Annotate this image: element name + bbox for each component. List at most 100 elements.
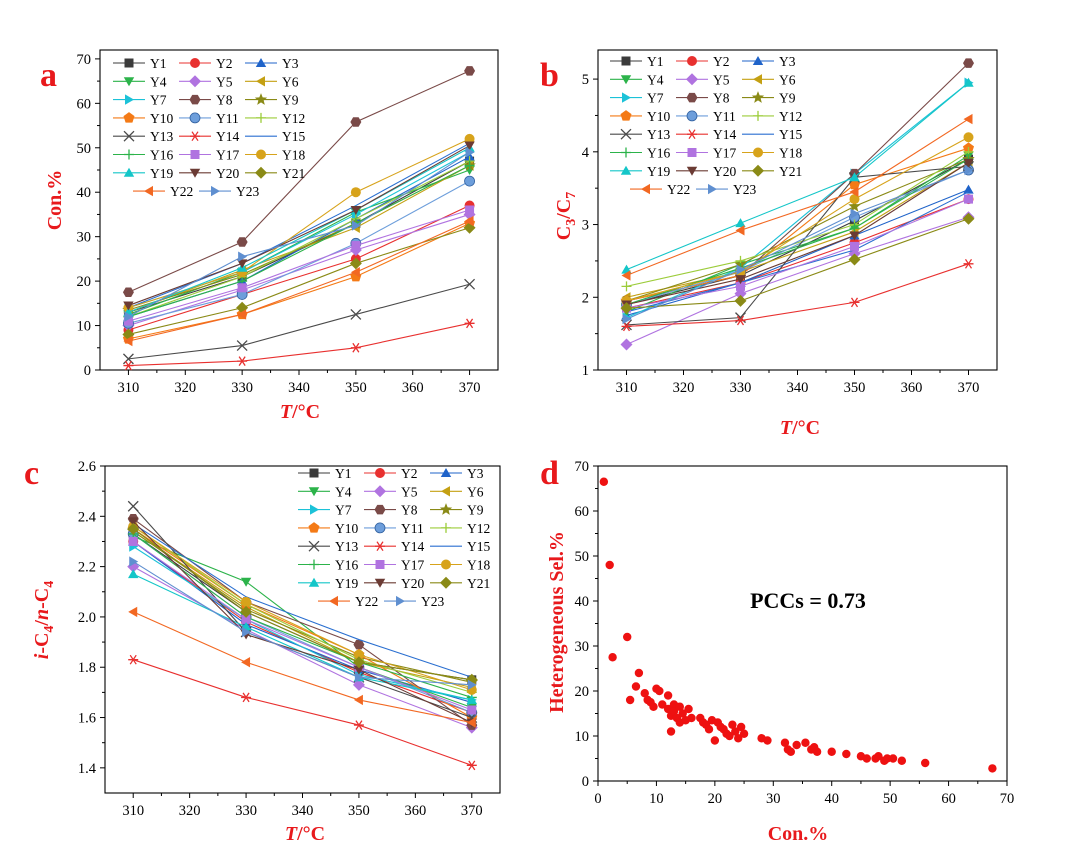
legend-marker xyxy=(753,74,762,85)
scatter-point xyxy=(655,686,664,696)
legend-item-y18: Y18 xyxy=(742,146,802,161)
legend-item-y11: Y11 xyxy=(676,109,736,124)
legend-item-y7: Y7 xyxy=(113,93,167,108)
series-line-y17 xyxy=(128,209,470,322)
legend-label: Y16 xyxy=(647,146,670,161)
scatter-point xyxy=(883,754,892,763)
series-y21 xyxy=(122,221,476,341)
scatter-point xyxy=(734,734,743,743)
legend-label: Y5 xyxy=(216,74,233,89)
x-tick-label: 50 xyxy=(883,791,898,807)
legend-item-y4: Y4 xyxy=(113,74,167,89)
scatter-point xyxy=(792,740,801,750)
panel-c-y-axis-sub: 4 xyxy=(42,626,57,633)
legend-item-y3: Y3 xyxy=(430,466,484,481)
series-y22 xyxy=(128,606,476,728)
y-tick-label: 40 xyxy=(575,594,590,610)
panel-b-legend: Y1 Y2 Y3 Y4 Y5 Y6 Y7 Y8 Y9 Y10 Y11 Y12 Y13 Y14 Y15 Y16 Y… xyxy=(610,54,802,197)
panel-b-x-axis-unit: /°C xyxy=(791,417,820,439)
series-line-y12 xyxy=(626,151,969,287)
series-point-y14 xyxy=(963,258,974,269)
x-tick-label: 350 xyxy=(345,380,367,396)
series-line-y21 xyxy=(626,218,969,309)
legend-label: Y6 xyxy=(467,484,484,499)
scatter-point xyxy=(605,560,614,570)
panel-c-y-axis-title: i-C4/n-C4 xyxy=(31,581,57,659)
legend-label: Y13 xyxy=(647,127,670,142)
legend-marker xyxy=(752,164,764,177)
legend-marker xyxy=(190,150,200,159)
legend-label: Y6 xyxy=(282,74,299,89)
y-tick-label: 10 xyxy=(575,729,590,745)
series-point-y22 xyxy=(123,335,133,347)
series-line-y6 xyxy=(626,162,969,298)
series-point-y20 xyxy=(123,301,134,311)
scatter-point xyxy=(675,702,684,711)
series-point-y8 xyxy=(353,639,365,650)
legend-label: Y19 xyxy=(335,576,358,591)
series-line-y23 xyxy=(132,561,472,686)
legend-label: Y7 xyxy=(150,93,167,108)
legend-label: Y4 xyxy=(335,484,352,499)
y-tick-label: 1.4 xyxy=(78,761,97,777)
panel-b-series-group xyxy=(620,58,975,351)
scatter-point xyxy=(921,758,930,768)
y-tick-label: 20 xyxy=(575,684,590,700)
legend-item-y10: Y10 xyxy=(298,521,358,536)
y-tick-label: 4 xyxy=(582,145,590,161)
scatter-point xyxy=(640,689,649,698)
legend-marker xyxy=(123,112,135,123)
legend-item-y4: Y4 xyxy=(610,72,664,87)
x-tick-label: 330 xyxy=(235,803,257,819)
legend-marker xyxy=(375,560,385,569)
scatter-point xyxy=(678,709,687,718)
series-line-y16 xyxy=(132,533,472,698)
panel-b-y-axis-part: /C xyxy=(553,199,575,220)
legend-label: Y2 xyxy=(713,54,730,69)
series-line-y22 xyxy=(132,611,472,724)
series-line-y17 xyxy=(626,198,969,309)
series-point-y17 xyxy=(128,536,138,546)
series-point-y17 xyxy=(850,241,859,251)
series-y2 xyxy=(621,194,974,314)
legend-marker xyxy=(622,92,631,103)
scatter-point xyxy=(599,477,609,486)
x-tick-label: 40 xyxy=(824,791,839,807)
legend-item-y6: Y6 xyxy=(742,72,796,87)
legend-marker xyxy=(256,149,266,160)
series-point-y23 xyxy=(242,626,252,638)
legend-item-y21: Y21 xyxy=(742,164,802,179)
y-tick-label: 1.6 xyxy=(78,711,96,727)
legend-marker xyxy=(620,128,632,140)
legend-label: Y16 xyxy=(150,148,173,163)
x-tick-label: 310 xyxy=(118,380,140,396)
y-tick-label: 0 xyxy=(582,774,589,790)
legend-label: Y23 xyxy=(236,184,259,199)
legend-item-y22: Y22 xyxy=(630,182,690,197)
legend-marker xyxy=(440,576,452,589)
legend-marker xyxy=(687,129,697,140)
legend-marker xyxy=(620,165,632,175)
series-point-y23 xyxy=(465,147,475,158)
legend-item-y23: Y23 xyxy=(384,594,444,609)
legend-item-y20: Y20 xyxy=(676,164,736,179)
scatter-point xyxy=(801,738,810,747)
legend-marker xyxy=(753,110,763,121)
legend-item-y16: Y16 xyxy=(298,558,358,573)
legend-label: Y21 xyxy=(467,576,490,591)
panel-c-y-axis-sub: 4 xyxy=(42,581,57,588)
panel-d-selectivity-scatter: d Heterogeneous Sel.% Con.% PCCs = 0.73 … xyxy=(540,455,1014,845)
legend-marker xyxy=(190,58,200,68)
series-point-y23 xyxy=(124,311,134,322)
panel-c-isobutane-ratio-chart: c i-C4/n-C4 T/°C 310 320 330 340 350 360 3701.… xyxy=(24,455,501,845)
series-line-y23 xyxy=(626,169,969,320)
legend-item-y7: Y7 xyxy=(298,503,352,518)
legend-item-y6: Y6 xyxy=(245,74,299,89)
series-line-y21 xyxy=(128,227,470,335)
panel-b-letter: b xyxy=(540,57,559,94)
legend-label: Y17 xyxy=(713,146,736,161)
series-line-y20 xyxy=(128,145,470,307)
series-line-y13 xyxy=(128,283,470,360)
legend-label: Y5 xyxy=(401,484,418,499)
